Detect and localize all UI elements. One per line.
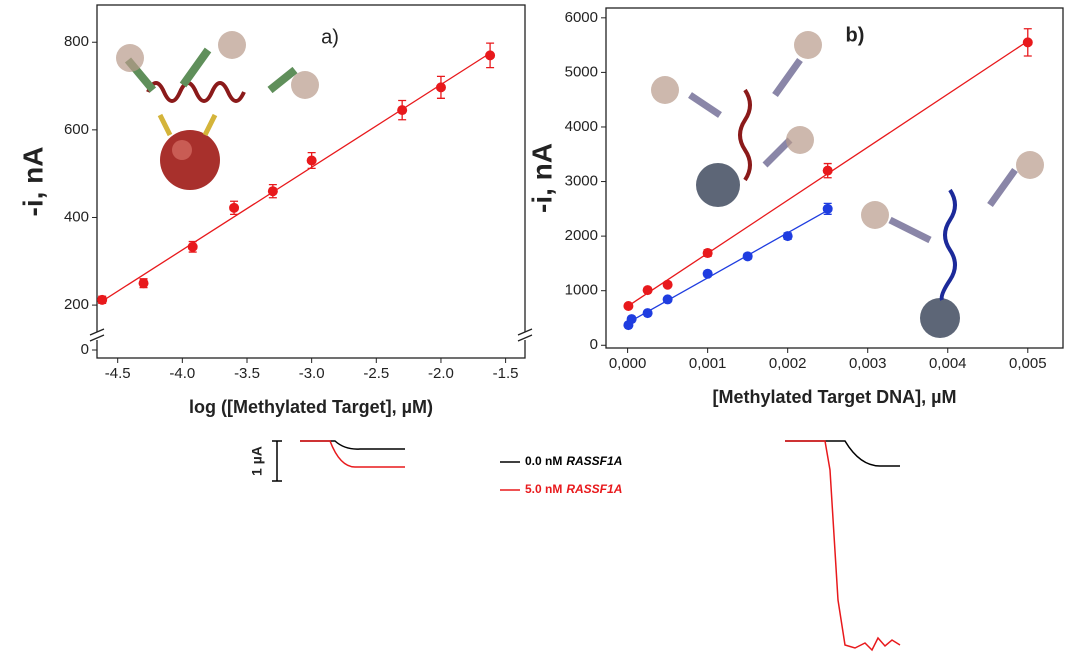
y-tick-label: 0 xyxy=(590,336,598,353)
y-tick-label: 1000 xyxy=(565,282,598,299)
fit-line xyxy=(627,209,829,324)
data-point xyxy=(702,268,713,279)
y-axis-label: -i, nA xyxy=(17,147,48,217)
panel-label: a) xyxy=(321,26,339,48)
legend-label: 0.0 nM RASSF1A xyxy=(525,454,622,468)
data-point xyxy=(267,186,278,197)
x-tick-label: -3.5 xyxy=(234,365,260,382)
x-tick-label: 0,003 xyxy=(849,355,887,372)
y-tick-label: 200 xyxy=(64,296,89,313)
legend-label: 5.0 nM RASSF1A xyxy=(525,482,622,496)
data-point xyxy=(397,105,408,116)
data-point xyxy=(782,231,793,242)
axis-break-gap xyxy=(521,332,529,340)
fit-line xyxy=(101,52,491,302)
y-tick-label: 400 xyxy=(64,208,89,225)
traces xyxy=(272,440,901,652)
data-point xyxy=(1022,37,1033,48)
data-point xyxy=(662,294,673,305)
x-tick-label: 0,000 xyxy=(609,355,647,372)
x-tick-label: 0,005 xyxy=(1009,355,1047,372)
data-point xyxy=(306,155,317,166)
x-tick-label: -2.0 xyxy=(428,365,454,382)
y-tick-label: 0 xyxy=(81,341,89,358)
axis-break xyxy=(517,328,533,342)
legend-concentration: 5.0 nM xyxy=(525,482,562,496)
data-point xyxy=(229,202,240,213)
y-tick-label: 3000 xyxy=(565,173,598,190)
scale-bar-label: 1 µA xyxy=(249,446,265,476)
y-tick-label: 4000 xyxy=(565,118,598,135)
data-point xyxy=(642,285,653,296)
legend-gene: RASSF1A xyxy=(566,454,622,468)
y-axis-label: -i, nA xyxy=(526,143,557,213)
data-point xyxy=(485,50,496,61)
illustration-a xyxy=(116,31,319,190)
data-point xyxy=(626,314,637,325)
plot-frame xyxy=(96,4,526,359)
x-axis-label: log ([Methylated Target], µM) xyxy=(189,397,433,417)
y-tick-label: 6000 xyxy=(565,9,598,26)
x-tick-label: 0,004 xyxy=(929,355,967,372)
illustration-b xyxy=(651,31,1044,338)
panel-label: b) xyxy=(846,24,865,46)
data-point xyxy=(702,248,713,259)
x-tick-label: -2.5 xyxy=(363,365,389,382)
axis-break-gap xyxy=(93,332,101,340)
x-tick-label: -3.0 xyxy=(299,365,325,382)
axis-break xyxy=(89,328,105,342)
x-tick-label: 0,002 xyxy=(769,355,807,372)
y-tick-label: 5000 xyxy=(565,63,598,80)
x-tick-label: 0,001 xyxy=(689,355,727,372)
data-point xyxy=(662,279,673,290)
legend-gene: RASSF1A xyxy=(566,482,622,496)
data-point xyxy=(97,294,108,305)
y-tick-label: 800 xyxy=(64,33,89,50)
y-tick-label: 600 xyxy=(64,121,89,138)
plot-frame xyxy=(605,7,1064,349)
x-tick-label: -4.0 xyxy=(169,365,195,382)
data-point xyxy=(822,203,833,214)
data-point xyxy=(623,300,634,311)
x-tick-label: -1.5 xyxy=(493,365,519,382)
data-point xyxy=(435,82,446,93)
x-axis-label: [Methylated Target DNA], µM xyxy=(712,387,956,407)
data-point xyxy=(822,165,833,176)
data-point xyxy=(642,308,653,319)
y-tick-label: 2000 xyxy=(565,227,598,244)
data-point xyxy=(187,241,198,252)
legend-concentration: 0.0 nM xyxy=(525,454,562,468)
data-point xyxy=(742,251,753,262)
x-tick-label: -4.5 xyxy=(105,365,131,382)
data-point xyxy=(138,278,149,289)
